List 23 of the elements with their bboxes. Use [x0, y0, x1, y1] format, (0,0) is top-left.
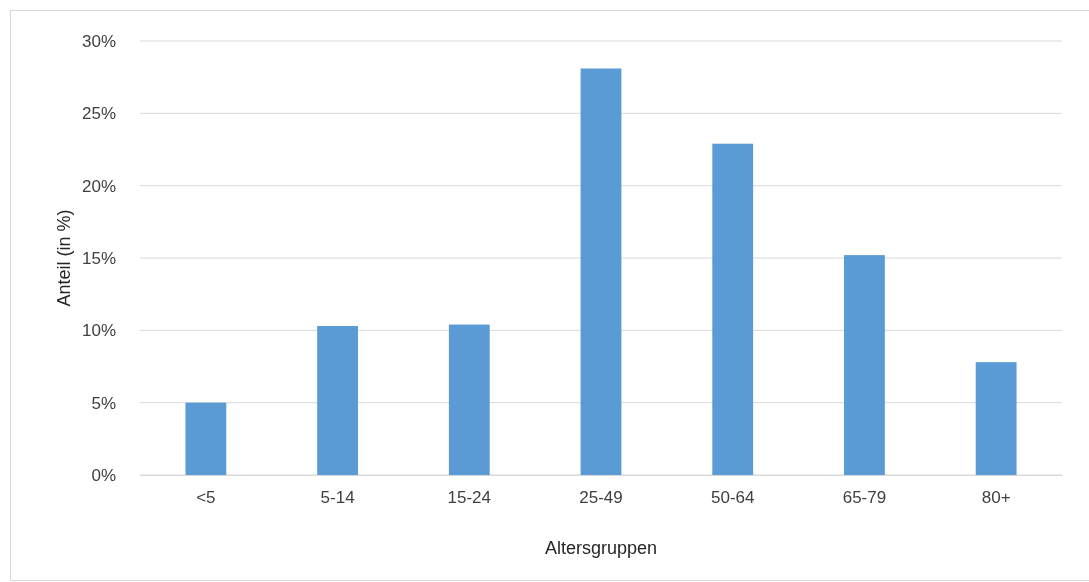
bar	[844, 255, 885, 475]
bar	[975, 362, 1017, 475]
y-tick-label: 25%	[81, 104, 116, 124]
bar	[712, 143, 754, 475]
bar	[185, 402, 227, 475]
y-tick-label: 5%	[91, 393, 116, 413]
bar	[580, 68, 622, 475]
y-tick-label: 30%	[81, 31, 116, 51]
y-axis-title: Anteil (in %)	[54, 209, 74, 307]
y-tick-label: 10%	[81, 321, 116, 341]
x-tick-label: 5-14	[320, 488, 355, 508]
x-tick-label: 25-49	[579, 488, 623, 508]
x-tick-label: 65-79	[842, 488, 887, 508]
y-tick-label: 20%	[81, 176, 116, 196]
y-tick-label: 15%	[81, 248, 116, 268]
bar	[317, 325, 358, 475]
x-tick-label: 80+	[981, 488, 1011, 508]
x-tick-label: <5	[196, 488, 216, 508]
x-tick-label: 15-24	[447, 488, 492, 508]
x-axis-title: Altersgruppen	[544, 538, 658, 558]
x-tick-label: 50-64	[710, 488, 755, 508]
bar	[448, 324, 490, 475]
y-tick-label: 0%	[91, 465, 116, 485]
